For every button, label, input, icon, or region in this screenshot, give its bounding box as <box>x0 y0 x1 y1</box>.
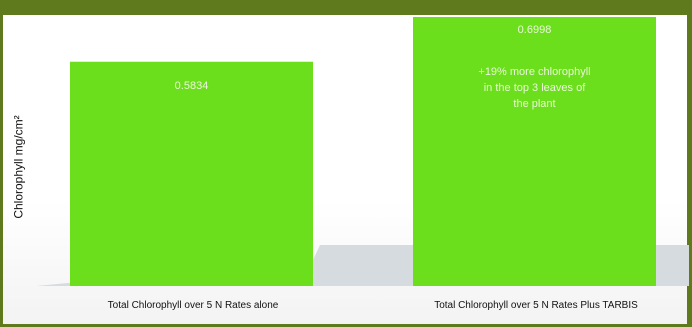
y-axis-label-text: Chlorophyll mg/cm² <box>12 115 27 219</box>
x-tick-label-1: Total Chlorophyll over 5 N Rates alone <box>107 300 279 311</box>
bar-1 <box>70 61 313 287</box>
data-label-bar-2: 0.6998 <box>517 24 552 36</box>
annotation-bar-2: +19% more chlorophyll in the top 3 leave… <box>478 66 591 110</box>
y-axis-label: Chlorophyll mg/cm² <box>6 92 32 242</box>
bar-2 <box>413 17 656 286</box>
data-label-bar-1: 0.5834 <box>174 80 209 92</box>
x-tick-label-2: Total Chlorophyll over 5 N Rates Plus TA… <box>434 300 638 311</box>
